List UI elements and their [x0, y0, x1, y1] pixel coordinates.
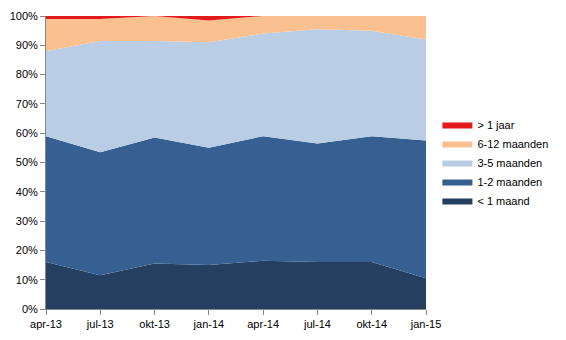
svg-text:okt-13: okt-13 [139, 318, 170, 330]
svg-text:80%: 80% [16, 68, 38, 80]
svg-text:jul-14: jul-14 [303, 318, 331, 330]
svg-text:60%: 60% [16, 127, 38, 139]
svg-text:0%: 0% [22, 303, 38, 315]
svg-text:50%: 50% [16, 156, 38, 168]
svg-text:okt-14: okt-14 [356, 318, 387, 330]
svg-text:70%: 70% [16, 98, 38, 110]
svg-text:40%: 40% [16, 186, 38, 198]
svg-text:jul-13: jul-13 [86, 318, 114, 330]
svg-text:30%: 30% [16, 215, 38, 227]
svg-text:apr-13: apr-13 [30, 318, 62, 330]
svg-text:100%: 100% [10, 10, 38, 22]
svg-text:jan-14: jan-14 [193, 318, 225, 330]
svg-text:20%: 20% [16, 244, 38, 256]
svg-text:< 1 maand: < 1 maand [477, 195, 529, 207]
svg-text:90%: 90% [16, 39, 38, 51]
svg-text:jan-15: jan-15 [410, 318, 442, 330]
svg-text:6-12 maanden: 6-12 maanden [477, 138, 548, 150]
svg-text:1-2 maanden: 1-2 maanden [477, 176, 542, 188]
svg-text:3-5 maanden: 3-5 maanden [477, 157, 542, 169]
svg-text:10%: 10% [16, 274, 38, 286]
svg-text:apr-14: apr-14 [247, 318, 279, 330]
svg-text:> 1 jaar: > 1 jaar [477, 119, 514, 131]
